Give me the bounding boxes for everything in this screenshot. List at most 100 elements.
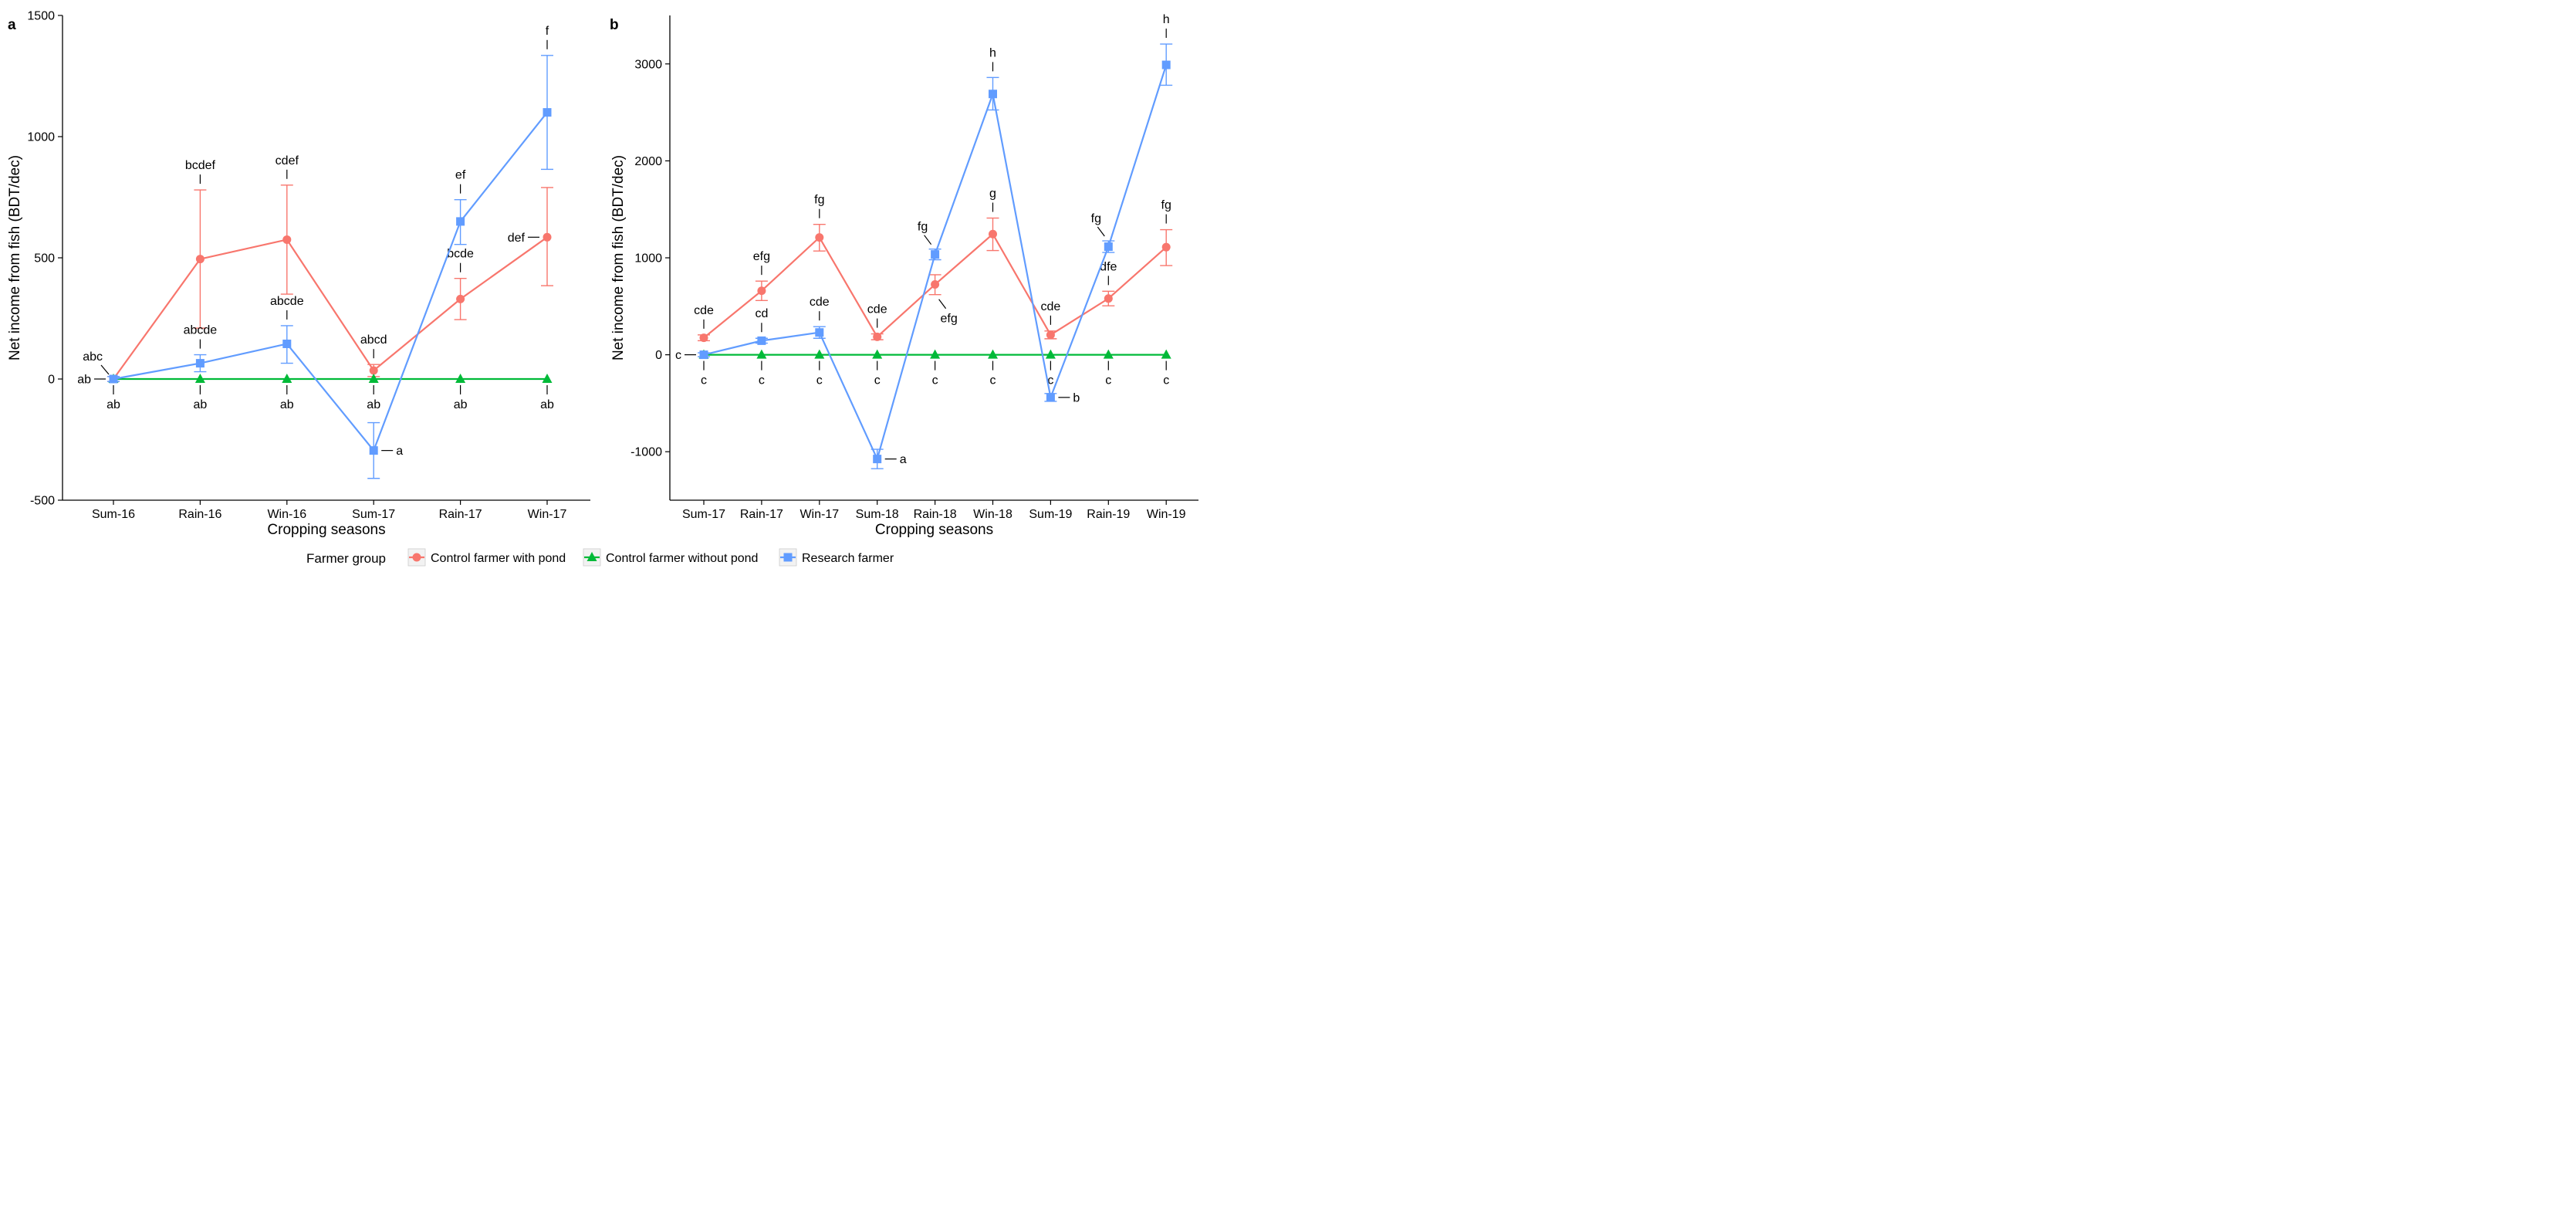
data-point xyxy=(282,339,292,348)
legend-label: Research farmer xyxy=(802,552,894,565)
series-line xyxy=(113,111,548,452)
significance-letter: h xyxy=(1163,13,1170,26)
data-point xyxy=(542,374,553,383)
significance-letter: abc xyxy=(83,350,103,364)
y-tick-label: 1000 xyxy=(27,131,55,144)
data-point xyxy=(1046,393,1055,402)
data-point xyxy=(931,250,940,259)
x-axis-title: Cropping seasons xyxy=(875,522,993,538)
data-point xyxy=(282,374,292,383)
legend-marker xyxy=(412,553,421,562)
significance-letter: c xyxy=(816,374,823,387)
significance-letter: cde xyxy=(1041,300,1061,313)
y-tick-label: 500 xyxy=(34,252,55,266)
data-point xyxy=(1103,349,1114,359)
significance-letter: ef xyxy=(455,169,466,182)
significance-letter: c xyxy=(990,374,996,387)
letter-tick xyxy=(1097,226,1105,237)
data-point xyxy=(455,374,466,383)
significance-letter: abcd xyxy=(360,333,387,347)
data-point xyxy=(1046,330,1055,340)
significance-letter: c xyxy=(675,349,681,362)
x-tick-label: Win-17 xyxy=(528,508,567,521)
significance-letter: a xyxy=(900,453,907,466)
panel-label: b xyxy=(610,17,619,33)
x-tick-label: Win-17 xyxy=(800,508,839,521)
data-point xyxy=(988,349,998,359)
significance-letter: c xyxy=(759,374,765,387)
data-point xyxy=(1045,349,1056,359)
y-tick-label: 1500 xyxy=(27,10,55,23)
data-point xyxy=(456,217,465,226)
significance-letter: c xyxy=(932,374,938,387)
significance-letter: ab xyxy=(540,398,554,411)
data-point xyxy=(699,350,708,360)
data-point xyxy=(1161,60,1171,69)
significance-letter: bcdef xyxy=(185,159,216,172)
letter-tick xyxy=(100,364,110,375)
significance-letter: cd xyxy=(755,307,768,320)
significance-letter: f xyxy=(546,25,549,38)
significance-letter: fg xyxy=(814,194,824,207)
x-tick-label: Sum-17 xyxy=(682,508,725,521)
data-point xyxy=(543,108,552,117)
data-point xyxy=(282,235,292,244)
y-tick-label: 3000 xyxy=(634,58,662,71)
significance-letter: def xyxy=(508,232,526,245)
series-control-farmer-with-pond: abc bcdef cdef abcd bcde def xyxy=(83,154,553,384)
significance-letter: cde xyxy=(810,296,830,309)
x-tick-label: Win-19 xyxy=(1147,508,1186,521)
significance-letter: ab xyxy=(367,398,380,411)
data-point xyxy=(109,374,118,384)
data-point xyxy=(757,286,766,296)
significance-letter: c xyxy=(874,374,881,387)
data-point xyxy=(989,90,997,99)
data-point xyxy=(1161,349,1171,359)
significance-letter: c xyxy=(1163,374,1169,387)
letter-tick xyxy=(938,299,947,310)
data-point xyxy=(699,333,708,343)
x-tick-label: Win-16 xyxy=(267,508,306,521)
y-axis-title: Net income from fish (BDT/dec) xyxy=(610,155,627,360)
data-point xyxy=(873,455,882,464)
data-point xyxy=(369,366,378,375)
significance-letter: cde xyxy=(694,304,714,317)
legend: Farmer group Control farmer with pond Con… xyxy=(306,548,894,567)
series-research-farmer: ab abcde abcde a ef f xyxy=(77,25,553,479)
legend-marker xyxy=(783,553,793,562)
y-tick-label: -500 xyxy=(30,495,55,508)
significance-letter: ab xyxy=(454,398,468,411)
significance-letter: ab xyxy=(194,398,208,411)
data-point xyxy=(873,332,882,341)
y-tick-label: -1000 xyxy=(630,446,662,459)
y-tick-label: 0 xyxy=(655,349,662,362)
legend-item: Control farmer without pond xyxy=(583,548,758,567)
x-tick-label: Sum-17 xyxy=(352,508,395,521)
letter-tick xyxy=(924,235,932,245)
data-point xyxy=(931,280,940,289)
series-control-farmer-without-pond: ab ab ab ab ab ab xyxy=(106,374,554,411)
legend-marker xyxy=(587,552,597,561)
significance-letter: b xyxy=(1073,391,1080,404)
legend-label: Control farmer without pond xyxy=(606,552,758,565)
data-point xyxy=(195,359,205,368)
significance-letter: dfe xyxy=(1100,260,1117,273)
x-tick-label: Rain-16 xyxy=(178,508,221,521)
panel-b: b -1000 0 1000 2000 3000 Sum-17 Rain-17 Win-17 Su… xyxy=(610,13,1198,538)
data-point xyxy=(930,349,941,359)
x-axis-title: Cropping seasons xyxy=(267,522,385,538)
significance-letter: abcde xyxy=(270,295,304,308)
data-point xyxy=(872,349,883,359)
y-axis-title: Net income from fish (BDT/dec) xyxy=(7,155,23,360)
significance-letter: ab xyxy=(106,398,120,411)
y-tick-label: 1000 xyxy=(634,252,662,266)
significance-letter: a xyxy=(396,445,403,458)
significance-letter: efg xyxy=(753,250,770,263)
series-control-farmer-with-pond: cde efg fg cde efg g cde dfe fg xyxy=(694,188,1173,343)
significance-letter: ab xyxy=(280,398,294,411)
data-point xyxy=(1104,242,1113,252)
legend-item: Research farmer xyxy=(779,548,894,567)
significance-letter: h xyxy=(989,46,996,59)
y-tick-label: 2000 xyxy=(634,155,662,168)
